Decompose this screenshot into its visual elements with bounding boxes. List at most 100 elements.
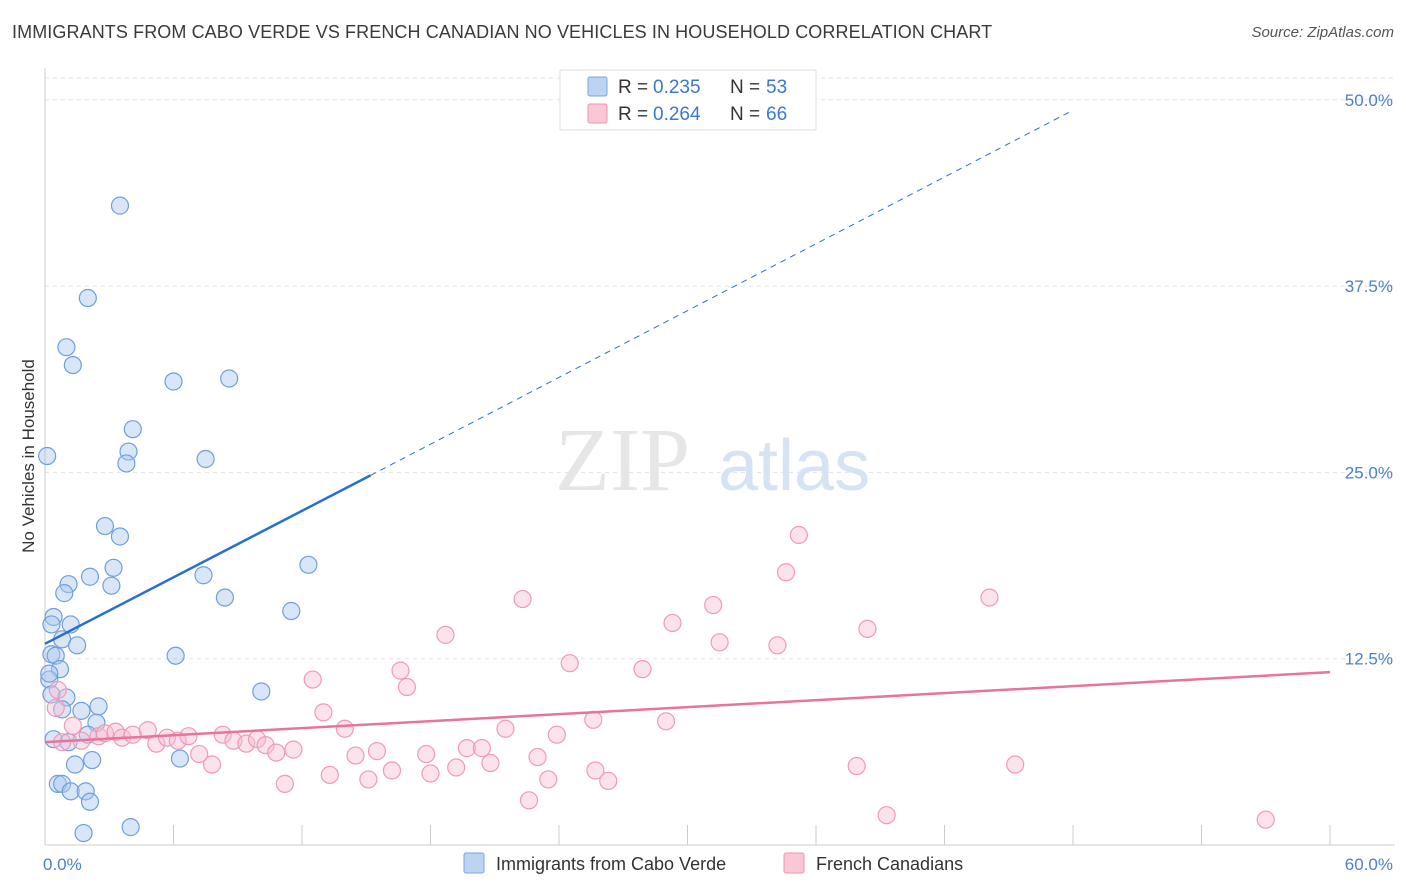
point-cabo-verde xyxy=(61,782,80,801)
point-cabo-verde xyxy=(170,749,190,768)
y-tick-label: 12.5% xyxy=(1345,650,1393,669)
point-cabo-verde xyxy=(68,636,87,655)
point-french-canadians xyxy=(1256,810,1275,829)
point-french-canadians xyxy=(776,563,796,582)
point-french-canadians xyxy=(547,725,566,744)
point-french-canadians xyxy=(858,619,877,638)
watermark-zip: ZIP xyxy=(555,411,690,510)
chart-title: IMMIGRANTS FROM CABO VERDE VS FRENCH CAN… xyxy=(12,22,993,42)
point-french-canadians xyxy=(599,771,618,791)
legend-r-label-1: R = xyxy=(618,77,648,98)
point-cabo-verde xyxy=(63,355,82,375)
point-cabo-verde xyxy=(76,782,95,801)
legend-swatch-french-canadians xyxy=(587,103,608,124)
point-french-canadians xyxy=(367,742,387,761)
point-cabo-verde xyxy=(110,196,130,215)
gridlines xyxy=(45,77,1395,660)
legend-n-value-1: 53 xyxy=(766,77,787,98)
point-cabo-verde xyxy=(65,755,85,774)
point-french-canadians xyxy=(704,595,723,615)
point-cabo-verde xyxy=(110,527,130,546)
point-french-canadians xyxy=(980,588,999,607)
point-french-canadians xyxy=(168,731,187,750)
legend-n-value-2: 66 xyxy=(766,104,787,125)
point-french-canadians xyxy=(267,743,286,762)
bottom-legend-label-french-canadians: French Canadians xyxy=(816,854,963,874)
point-french-canadians xyxy=(63,716,82,735)
point-cabo-verde xyxy=(164,372,183,391)
point-french-canadians xyxy=(710,633,729,652)
legend-r-value-2: 0.264 xyxy=(653,104,701,125)
y-axis-title: No Vehicles in Household xyxy=(19,359,38,553)
point-cabo-verde xyxy=(80,567,100,586)
axes xyxy=(44,68,1395,846)
point-french-canadians xyxy=(496,719,515,738)
point-cabo-verde xyxy=(46,646,65,665)
point-french-canadians xyxy=(481,753,500,773)
point-cabo-verde xyxy=(42,615,61,634)
trend-lines xyxy=(44,109,1331,744)
point-french-canadians xyxy=(391,661,410,680)
point-cabo-verde xyxy=(282,601,301,621)
point-french-canadians xyxy=(847,756,866,776)
point-french-canadians xyxy=(190,744,209,764)
legend-r-label-2: R = xyxy=(618,104,648,125)
series-legend: Immigrants from Cabo Verde French Canadi… xyxy=(463,852,963,874)
point-cabo-verde xyxy=(40,664,59,683)
point-french-canadians xyxy=(457,739,477,758)
point-cabo-verde xyxy=(74,823,93,843)
x-tick-labels: 0.0% 60.0% xyxy=(43,855,1393,874)
trend-line-cabo-verde-extension xyxy=(370,109,1074,476)
point-cabo-verde xyxy=(196,449,215,469)
point-cabo-verde xyxy=(89,697,108,716)
legend-n-label-1: N = xyxy=(730,77,760,98)
point-cabo-verde xyxy=(95,516,115,536)
y-tick-label: 37.5% xyxy=(1345,277,1393,296)
point-french-canadians xyxy=(417,744,436,764)
point-french-canadians xyxy=(1006,755,1025,774)
point-cabo-verde xyxy=(44,607,63,627)
point-french-canadians xyxy=(335,719,354,738)
point-french-canadians xyxy=(663,613,682,633)
point-french-canadians xyxy=(633,660,652,679)
point-cabo-verde xyxy=(57,338,76,357)
point-french-canadians xyxy=(46,698,65,717)
point-cabo-verde xyxy=(83,750,102,770)
x-tick-label: 60.0% xyxy=(1345,855,1393,874)
point-cabo-verde xyxy=(104,558,123,577)
source-credit: Source: ZipAtlas.com xyxy=(1251,24,1394,41)
point-french-canadians xyxy=(157,728,177,747)
legend-n-label-2: N = xyxy=(730,104,760,125)
legend-r-value-1: 0.235 xyxy=(653,77,701,98)
point-french-canadians xyxy=(382,761,402,780)
point-cabo-verde xyxy=(38,446,57,466)
point-cabo-verde xyxy=(123,420,142,439)
point-french-canadians xyxy=(560,654,579,673)
watermark-atlas: atlas xyxy=(718,426,870,506)
point-cabo-verde xyxy=(59,575,78,594)
point-french-canadians xyxy=(586,761,605,780)
point-french-canadians xyxy=(284,740,303,759)
point-french-canadians xyxy=(275,774,294,793)
stats-legend: R = 0.235 N = 53 R = 0.264 N = 66 xyxy=(559,69,817,131)
point-french-canadians xyxy=(346,746,365,765)
point-french-canadians xyxy=(397,677,417,697)
point-french-canadians xyxy=(436,625,455,644)
point-french-canadians xyxy=(789,525,808,545)
point-french-canadians xyxy=(359,770,378,789)
point-french-canadians xyxy=(447,758,466,777)
point-french-canadians xyxy=(123,725,142,744)
point-french-canadians xyxy=(202,755,222,774)
point-french-canadians xyxy=(656,712,676,731)
point-french-canadians xyxy=(179,727,198,746)
point-french-canadians xyxy=(320,765,339,785)
trend-line-cabo-verde xyxy=(44,474,372,645)
y-tick-label: 25.0% xyxy=(1345,463,1393,482)
point-french-canadians xyxy=(213,725,232,744)
y-tick-label: 50.0% xyxy=(1345,91,1393,110)
point-cabo-verde xyxy=(53,700,72,719)
point-french-canadians xyxy=(472,739,491,758)
point-cabo-verde xyxy=(215,588,234,607)
point-cabo-verde xyxy=(55,584,74,603)
